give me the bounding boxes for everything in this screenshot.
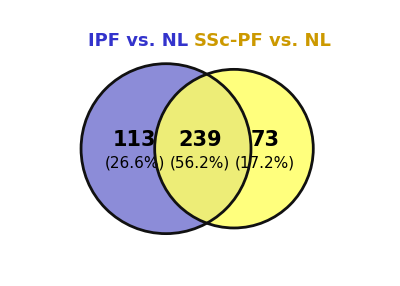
Circle shape	[155, 69, 313, 228]
Text: (26.6%): (26.6%)	[105, 155, 165, 170]
Text: 113: 113	[113, 130, 157, 150]
Text: (56.2%): (56.2%)	[170, 155, 230, 170]
Text: IPF vs. NL: IPF vs. NL	[88, 32, 188, 50]
Text: 73: 73	[251, 130, 280, 150]
Text: 239: 239	[178, 130, 222, 150]
Text: SSc-PF vs. NL: SSc-PF vs. NL	[194, 32, 331, 50]
Circle shape	[81, 64, 251, 234]
Text: (17.2%): (17.2%)	[235, 155, 295, 170]
